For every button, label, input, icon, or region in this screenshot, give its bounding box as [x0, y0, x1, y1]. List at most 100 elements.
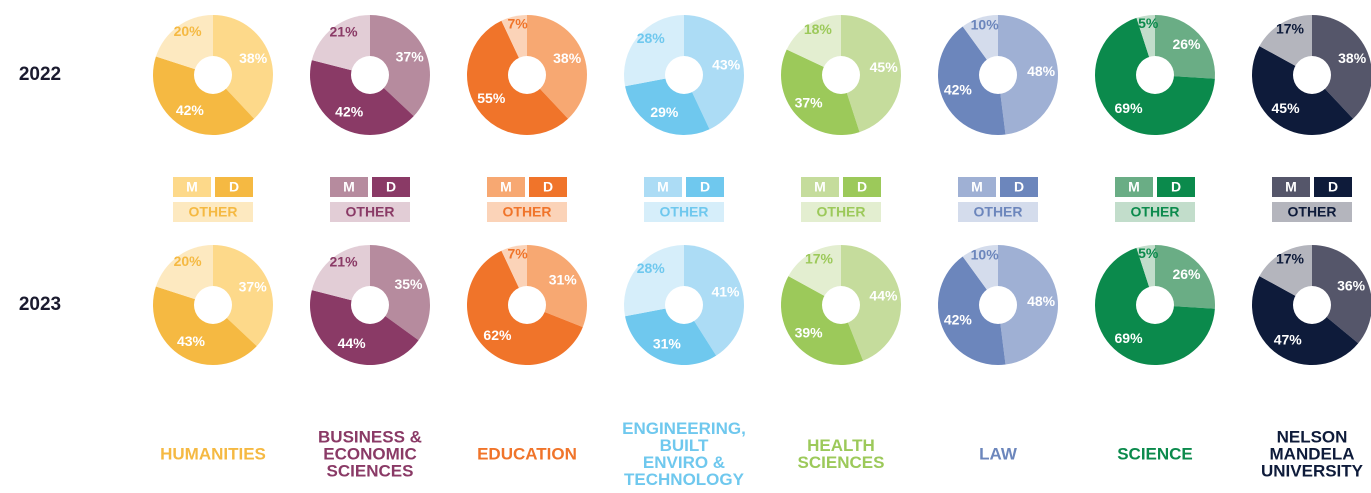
data-label: 48%: [1027, 63, 1056, 79]
center-icon: [1293, 56, 1331, 94]
faculty-title: SCIENCES: [327, 461, 414, 480]
data-label: 10%: [971, 247, 1000, 263]
legend-label: M: [186, 179, 198, 195]
center-icon: [194, 56, 232, 94]
data-label: 28%: [637, 260, 666, 276]
data-label: 37%: [396, 49, 425, 65]
data-label: 7%: [507, 246, 528, 262]
data-label: 21%: [330, 24, 359, 40]
faculty-title: HUMANITIES: [160, 444, 266, 463]
data-label: 42%: [944, 82, 973, 98]
data-label: 48%: [1027, 293, 1056, 309]
data-label: 69%: [1115, 330, 1144, 346]
data-label: 36%: [1337, 277, 1366, 293]
data-label: 20%: [174, 23, 203, 39]
faculty-title: EDUCATION: [477, 444, 577, 463]
data-label: 39%: [795, 324, 824, 340]
data-label: 38%: [239, 50, 268, 66]
data-label: 18%: [804, 21, 833, 37]
data-label: 17%: [1276, 21, 1305, 37]
data-label: 5%: [1138, 245, 1159, 261]
legend-label: D: [700, 179, 710, 195]
legend-label: OTHER: [817, 204, 866, 220]
center-icon: [979, 286, 1017, 324]
data-label: 62%: [483, 327, 512, 343]
center-icon: [822, 56, 860, 94]
center-icon: [508, 56, 546, 94]
data-label: 38%: [1338, 50, 1367, 66]
data-label: 26%: [1172, 36, 1201, 52]
center-icon: [351, 56, 389, 94]
data-label: 44%: [338, 335, 367, 351]
legend-label: M: [657, 179, 669, 195]
legend-label: M: [500, 179, 512, 195]
legend-label: D: [229, 179, 239, 195]
data-label: 45%: [870, 59, 899, 75]
legend-label: OTHER: [346, 204, 395, 220]
center-icon: [979, 56, 1017, 94]
data-label: 47%: [1274, 331, 1303, 347]
data-label: 43%: [177, 333, 206, 349]
data-label: 41%: [711, 284, 740, 300]
data-label: 37%: [795, 94, 824, 110]
data-label: 17%: [1276, 251, 1305, 267]
data-label: 42%: [944, 312, 973, 328]
legend-label: OTHER: [1131, 204, 1180, 220]
data-label: 17%: [805, 251, 834, 267]
center-icon: [508, 286, 546, 324]
legend-label: D: [543, 179, 553, 195]
data-label: 7%: [507, 16, 528, 32]
data-label: 42%: [176, 102, 205, 118]
center-icon: [665, 286, 703, 324]
faculty-title: UNIVERSITY: [1261, 461, 1364, 480]
data-label: 55%: [477, 90, 506, 106]
legend-label: OTHER: [503, 204, 552, 220]
center-icon: [822, 286, 860, 324]
year-label: 2023: [19, 294, 61, 315]
data-label: 35%: [394, 276, 423, 292]
data-label: 38%: [553, 50, 582, 66]
legend-label: OTHER: [974, 204, 1023, 220]
faculty-title: TECHNOLOGY: [624, 470, 745, 489]
center-icon: [194, 286, 232, 324]
faculty-title: LAW: [979, 444, 1018, 463]
legend-label: M: [971, 179, 983, 195]
legend-label: D: [1171, 179, 1181, 195]
data-label: 37%: [239, 279, 268, 295]
data-label: 45%: [1272, 100, 1301, 116]
center-icon: [351, 286, 389, 324]
data-label: 26%: [1172, 266, 1201, 282]
legend-label: M: [814, 179, 826, 195]
data-label: 28%: [637, 30, 666, 46]
center-icon: [1136, 286, 1174, 324]
data-label: 44%: [869, 288, 898, 304]
center-icon: [1136, 56, 1174, 94]
data-label: 31%: [653, 335, 682, 351]
data-label: 20%: [174, 253, 203, 269]
legend-label: OTHER: [660, 204, 709, 220]
center-icon: [1293, 286, 1331, 324]
legend-label: M: [1128, 179, 1140, 195]
data-label: 43%: [712, 56, 741, 72]
legend-label: M: [1285, 179, 1297, 195]
legend-label: D: [386, 179, 396, 195]
legend-label: D: [1014, 179, 1024, 195]
page: 2022 2023 38% 42% 20% 37% 43% 20% M D OTHER HUMANIT…: [0, 0, 1371, 493]
faculty-title: SCIENCES: [798, 453, 885, 472]
data-label: 21%: [330, 254, 359, 270]
data-label: 29%: [650, 104, 679, 120]
legend-label: D: [1328, 179, 1338, 195]
data-label: 42%: [335, 104, 364, 120]
data-label: 31%: [549, 271, 578, 287]
legend-label: OTHER: [1288, 204, 1337, 220]
data-label: 5%: [1138, 15, 1159, 31]
legend-label: D: [857, 179, 867, 195]
year-label: 2022: [19, 64, 61, 85]
data-label: 69%: [1115, 100, 1144, 116]
faculty-title: SCIENCE: [1117, 444, 1193, 463]
legend-label: OTHER: [189, 204, 238, 220]
data-label: 10%: [971, 17, 1000, 33]
chart: 2022 2023 38% 42% 20% 37% 43% 20% M D OTHER HUMANIT…: [0, 0, 1371, 493]
center-icon: [665, 56, 703, 94]
legend-label: M: [343, 179, 355, 195]
